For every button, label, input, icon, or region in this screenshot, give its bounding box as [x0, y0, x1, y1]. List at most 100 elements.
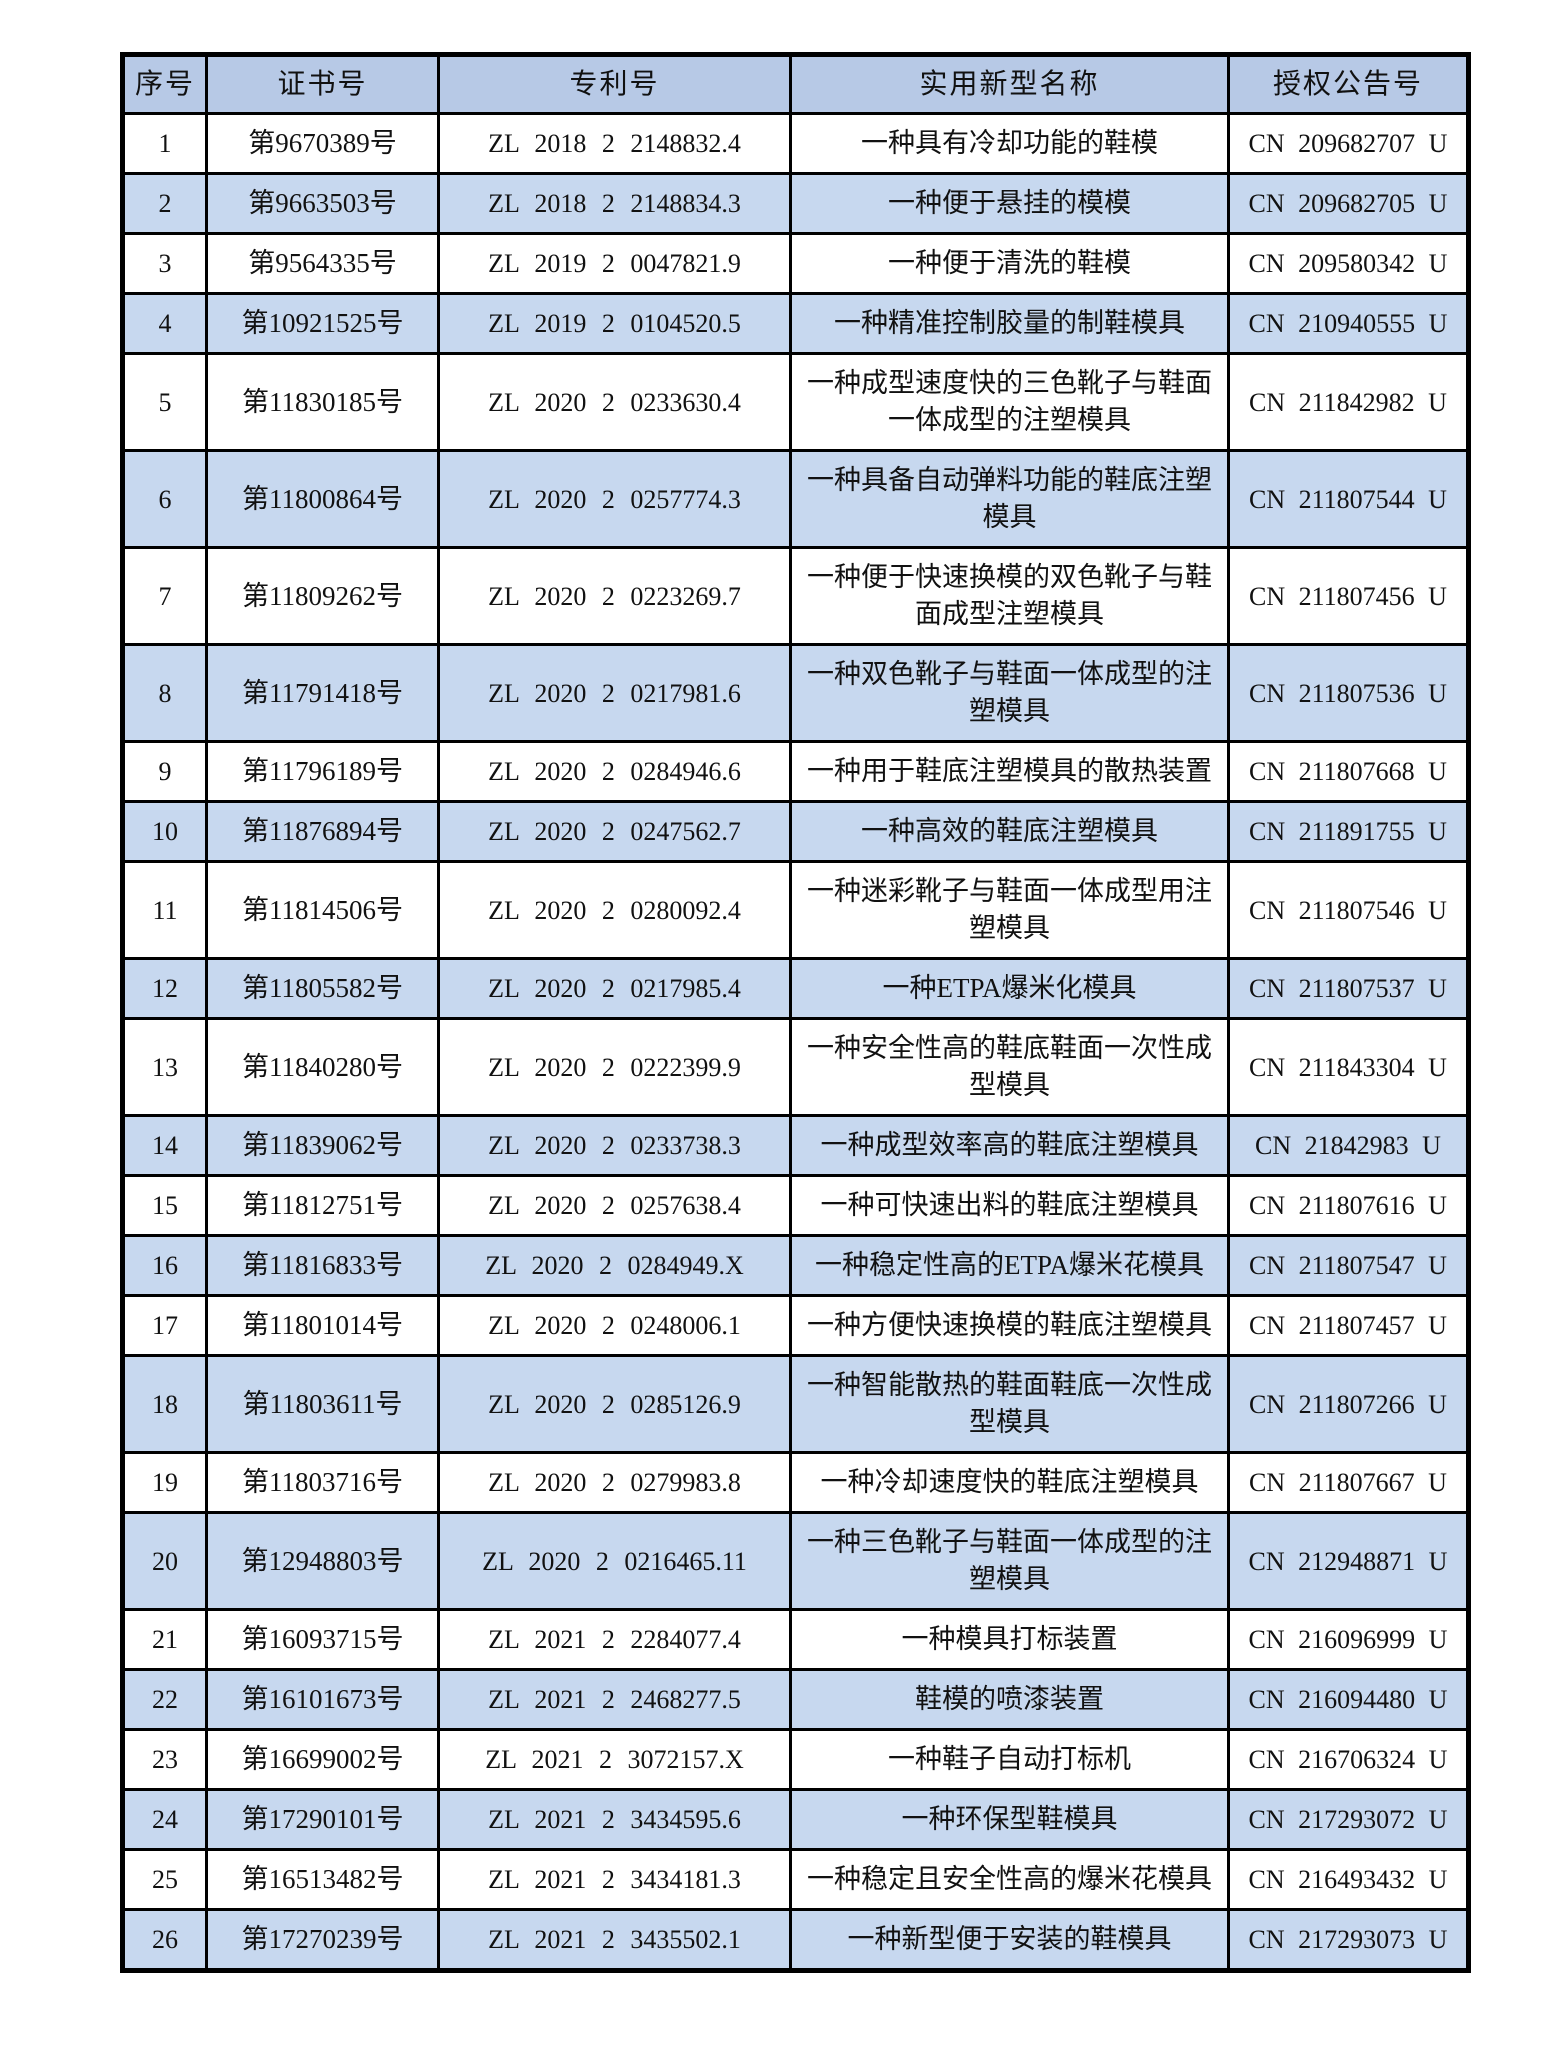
utility-model-name-cell: 一种具备自动弹料功能的鞋底注塑模具 [789, 449, 1230, 549]
certificate-number-cell: 第9663503号 [205, 172, 440, 235]
patent-number-cell: ZL 2020 2 0280092.4 [437, 860, 792, 960]
utility-model-name-cell: 一种智能散热的鞋面鞋底一次性成型模具 [789, 1354, 1230, 1454]
table-row: 8 第11791418号 ZL 2020 2 0217981.6 一种双色靴子与鞋面一… [121, 643, 1470, 743]
serial-number-cell: 9 [121, 740, 208, 803]
serial-number-cell: 7 [121, 546, 208, 646]
utility-model-name-cell: 一种方便快速换模的鞋底注塑模具 [789, 1294, 1230, 1357]
utility-model-name-cell: 一种迷彩靴子与鞋面一体成型用注塑模具 [789, 860, 1230, 960]
patent-number-cell: ZL 2020 2 0217981.6 [437, 643, 792, 743]
serial-number-cell: 25 [121, 1848, 208, 1911]
serial-number-cell: 18 [121, 1354, 208, 1454]
certificate-number-cell: 第11830185号 [205, 352, 440, 452]
patent-number-cell: ZL 2020 2 0279983.8 [437, 1451, 792, 1514]
grant-publication-no-cell: CN 211807456 U [1227, 546, 1470, 646]
utility-model-name-cell: 一种成型效率高的鞋底注塑模具 [789, 1114, 1230, 1177]
patent-number-cell: ZL 2018 2 2148832.4 [437, 112, 792, 175]
grant-publication-no-cell: CN 216096999 U [1227, 1608, 1470, 1671]
patent-number-cell: ZL 2021 2 3434595.6 [437, 1788, 792, 1851]
grant-publication-no-cell: CN 217293073 U [1227, 1908, 1470, 1972]
patent-list-table: 序号 证书号 专利号 实用新型名称 授权公告号 1 第9670389号 ZL 201… [120, 52, 1471, 1973]
serial-number-cell: 5 [121, 352, 208, 452]
patent-number-cell: ZL 2020 2 0217985.4 [437, 957, 792, 1020]
utility-model-name-cell: 鞋模的喷漆装置 [789, 1668, 1230, 1731]
table-row: 12 第11805582号 ZL 2020 2 0217985.4 一种ETPA爆米化… [121, 957, 1470, 1020]
utility-model-name-cell: 一种便于快速换模的双色靴子与鞋面成型注塑模具 [789, 546, 1230, 646]
patent-number-cell: ZL 2018 2 2148834.3 [437, 172, 792, 235]
table-row: 17 第11801014号 ZL 2020 2 0248006.1 一种方便快速换模的… [121, 1294, 1470, 1357]
utility-model-name-cell: 一种可快速出料的鞋底注塑模具 [789, 1174, 1230, 1237]
serial-number-cell: 10 [121, 800, 208, 863]
table-row: 2 第9663503号 ZL 2018 2 2148834.3 一种便于悬挂的模模 CN… [121, 172, 1470, 235]
grant-publication-no-cell: CN 211842982 U [1227, 352, 1470, 452]
table-row: 3 第9564335号 ZL 2019 2 0047821.9 一种便于清洗的鞋模 CN… [121, 232, 1470, 295]
certificate-number-cell: 第11809262号 [205, 546, 440, 646]
column-header-certificate-number: 证书号 [205, 53, 440, 115]
patent-number-cell: ZL 2020 2 0257774.3 [437, 449, 792, 549]
certificate-number-cell: 第12948803号 [205, 1511, 440, 1611]
grant-publication-no-cell: CN 211807266 U [1227, 1354, 1470, 1454]
certificate-number-cell: 第11816833号 [205, 1234, 440, 1297]
column-header-utility-model-name: 实用新型名称 [789, 53, 1230, 115]
table-body: 1 第9670389号 ZL 2018 2 2148832.4 一种具有冷却功能的鞋模… [121, 112, 1470, 1972]
table-row: 4 第10921525号 ZL 2019 2 0104520.5 一种精准控制胶量的制… [121, 292, 1470, 355]
patent-number-cell: ZL 2020 2 0257638.4 [437, 1174, 792, 1237]
certificate-number-cell: 第16101673号 [205, 1668, 440, 1731]
table-row: 25 第16513482号 ZL 2021 2 3434181.3 一种稳定且安全性高… [121, 1848, 1470, 1911]
certificate-number-cell: 第11803716号 [205, 1451, 440, 1514]
certificate-number-cell: 第10921525号 [205, 292, 440, 355]
table-row: 16 第11816833号 ZL 2020 2 0284949.X 一种稳定性高的ET… [121, 1234, 1470, 1297]
grant-publication-no-cell: CN 209682707 U [1227, 112, 1470, 175]
certificate-number-cell: 第11791418号 [205, 643, 440, 743]
table-header-row: 序号 证书号 专利号 实用新型名称 授权公告号 [121, 53, 1470, 115]
certificate-number-cell: 第16699002号 [205, 1728, 440, 1791]
patent-number-cell: ZL 2020 2 0247562.7 [437, 800, 792, 863]
grant-publication-no-cell: CN 211891755 U [1227, 800, 1470, 863]
utility-model-name-cell: 一种成型速度快的三色靴子与鞋面一体成型的注塑模具 [789, 352, 1230, 452]
table-row: 26 第17270239号 ZL 2021 2 3435502.1 一种新型便于安装的… [121, 1908, 1470, 1972]
utility-model-name-cell: 一种鞋子自动打标机 [789, 1728, 1230, 1791]
serial-number-cell: 13 [121, 1017, 208, 1117]
table-row: 1 第9670389号 ZL 2018 2 2148832.4 一种具有冷却功能的鞋模… [121, 112, 1470, 175]
serial-number-cell: 1 [121, 112, 208, 175]
serial-number-cell: 17 [121, 1294, 208, 1357]
certificate-number-cell: 第16093715号 [205, 1608, 440, 1671]
certificate-number-cell: 第16513482号 [205, 1848, 440, 1911]
patent-number-cell: ZL 2020 2 0284946.6 [437, 740, 792, 803]
certificate-number-cell: 第9564335号 [205, 232, 440, 295]
patent-number-cell: ZL 2020 2 0284949.X [437, 1234, 792, 1297]
serial-number-cell: 6 [121, 449, 208, 549]
table-row: 18 第11803611号 ZL 2020 2 0285126.9 一种智能散热的鞋面… [121, 1354, 1470, 1454]
serial-number-cell: 19 [121, 1451, 208, 1514]
utility-model-name-cell: 一种安全性高的鞋底鞋面一次性成型模具 [789, 1017, 1230, 1117]
patent-number-cell: ZL 2021 2 2468277.5 [437, 1668, 792, 1731]
grant-publication-no-cell: CN 21842983 U [1227, 1114, 1470, 1177]
column-header-grant-publication-no: 授权公告号 [1227, 53, 1470, 115]
grant-publication-no-cell: CN 211807547 U [1227, 1234, 1470, 1297]
certificate-number-cell: 第9670389号 [205, 112, 440, 175]
grant-publication-no-cell: CN 211807668 U [1227, 740, 1470, 803]
patent-number-cell: ZL 2019 2 0104520.5 [437, 292, 792, 355]
serial-number-cell: 3 [121, 232, 208, 295]
patent-number-cell: ZL 2020 2 0223269.7 [437, 546, 792, 646]
patent-number-cell: ZL 2020 2 0233738.3 [437, 1114, 792, 1177]
serial-number-cell: 8 [121, 643, 208, 743]
utility-model-name-cell: 一种便于清洗的鞋模 [789, 232, 1230, 295]
serial-number-cell: 16 [121, 1234, 208, 1297]
patent-number-cell: ZL 2020 2 0233630.4 [437, 352, 792, 452]
table-row: 15 第11812751号 ZL 2020 2 0257638.4 一种可快速出料的鞋… [121, 1174, 1470, 1237]
utility-model-name-cell: 一种ETPA爆米化模具 [789, 957, 1230, 1020]
patent-number-cell: ZL 2020 2 0285126.9 [437, 1354, 792, 1454]
serial-number-cell: 14 [121, 1114, 208, 1177]
utility-model-name-cell: 一种稳定性高的ETPA爆米花模具 [789, 1234, 1230, 1297]
certificate-number-cell: 第11876894号 [205, 800, 440, 863]
serial-number-cell: 12 [121, 957, 208, 1020]
table-row: 5 第11830185号 ZL 2020 2 0233630.4 一种成型速度快的三色… [121, 352, 1470, 452]
utility-model-name-cell: 一种稳定且安全性高的爆米花模具 [789, 1848, 1230, 1911]
grant-publication-no-cell: CN 211807667 U [1227, 1451, 1470, 1514]
table-row: 10 第11876894号 ZL 2020 2 0247562.7 一种高效的鞋底注塑… [121, 800, 1470, 863]
grant-publication-no-cell: CN 217293072 U [1227, 1788, 1470, 1851]
utility-model-name-cell: 一种便于悬挂的模模 [789, 172, 1230, 235]
certificate-number-cell: 第11800864号 [205, 449, 440, 549]
table-row: 9 第11796189号 ZL 2020 2 0284946.6 一种用于鞋底注塑模具… [121, 740, 1470, 803]
certificate-number-cell: 第11796189号 [205, 740, 440, 803]
